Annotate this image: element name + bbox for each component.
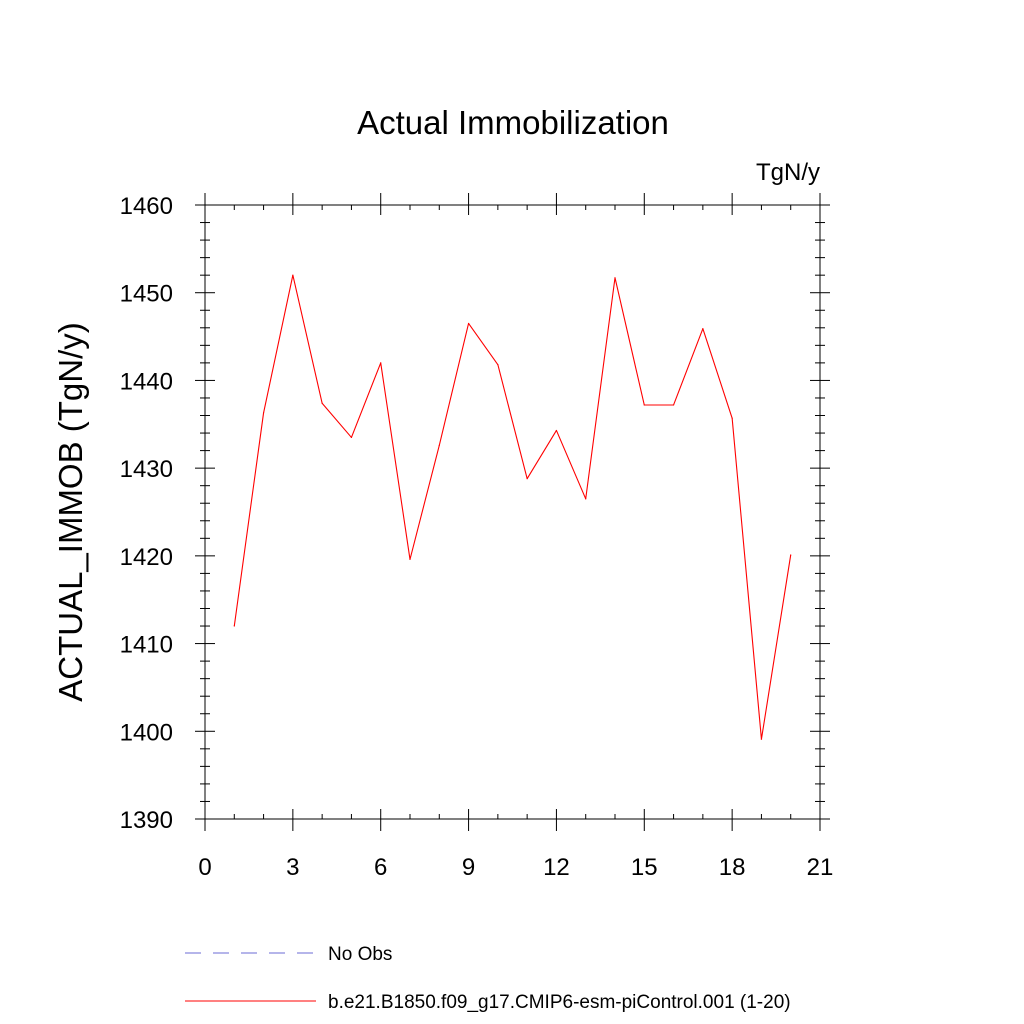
data-point — [350, 436, 353, 439]
x-tick-label: 6 — [374, 854, 387, 881]
data-point — [292, 274, 294, 276]
x-tick-label: 21 — [807, 854, 834, 881]
x-tick-label: 18 — [719, 854, 746, 881]
x-tick-label: 15 — [631, 854, 658, 881]
data-point — [731, 417, 733, 419]
data-point — [497, 364, 499, 366]
legend: No Obs b.e21.B1850.f09_g17.CMIP6-esm-piC… — [185, 944, 791, 1013]
y-tick-label: 1450 — [120, 281, 173, 308]
series-line-1 — [233, 274, 792, 740]
data-point — [643, 404, 645, 406]
data-point — [409, 558, 411, 560]
data-point — [262, 412, 265, 414]
y-tick-label: 1430 — [120, 456, 173, 483]
y-tick-label: 1410 — [120, 632, 173, 659]
data-point — [233, 625, 235, 627]
x-tick-label: 0 — [198, 854, 211, 881]
y-tick-label: 1460 — [120, 193, 173, 220]
y-tick-label: 1420 — [120, 544, 173, 571]
x-tick-label: 9 — [462, 854, 475, 881]
y-tick-label: 1390 — [120, 807, 173, 834]
data-point — [467, 322, 470, 325]
x-minor-ticks — [233, 205, 792, 819]
chart-title: Actual Immobilization — [357, 104, 669, 141]
data-point — [526, 478, 528, 480]
data-point — [614, 277, 616, 279]
data-point — [672, 404, 675, 406]
data-point — [438, 444, 440, 446]
data-point — [760, 738, 763, 740]
data-point — [321, 402, 323, 404]
legend-label-no-obs: No Obs — [328, 944, 392, 965]
data-point — [380, 362, 382, 364]
x-major-ticks: 0 3 6 9 12 15 18 21 — [198, 193, 833, 881]
x-tick-label: 12 — [543, 854, 570, 881]
y-tick-label: 1440 — [120, 368, 173, 395]
y-tick-label: 1400 — [120, 719, 173, 746]
y-minor-ticks — [200, 222, 825, 802]
series-layer — [233, 274, 792, 740]
units-label: TgN/y — [756, 159, 820, 186]
data-point — [702, 328, 704, 330]
x-tick-label: 3 — [286, 854, 299, 881]
y-major-ticks: 1390 1400 1410 1420 1430 1440 1450 1460 — [120, 193, 830, 834]
y-axis-label: ACTUAL_IMMOB (TgN/y) — [52, 322, 89, 702]
plot-frame — [204, 204, 821, 820]
data-point — [585, 498, 587, 500]
data-point — [790, 554, 792, 556]
data-point — [555, 429, 558, 432]
legend-label-control: b.e21.B1850.f09_g17.CMIP6-esm-piControl.… — [328, 992, 791, 1013]
